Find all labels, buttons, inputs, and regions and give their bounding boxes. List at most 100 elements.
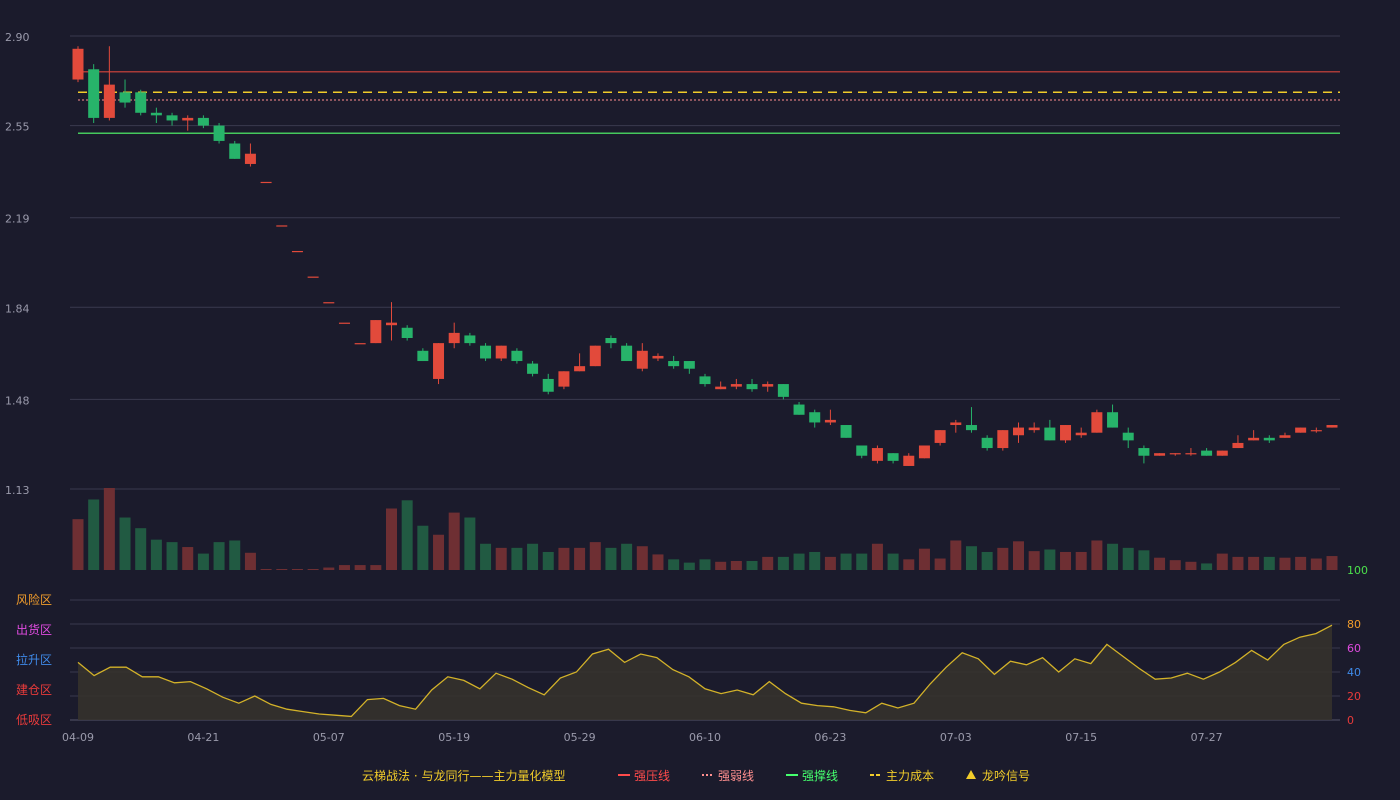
candle: [715, 381, 727, 390]
candle-body: [291, 250, 303, 253]
legend-item: 云梯战法 · 与龙同行——主力量化模型: [362, 769, 565, 783]
candle-body: [871, 448, 883, 461]
volume-bar: [730, 560, 742, 570]
price-axis: 2.90 2.55 2.19 1.84 1.48 1.13: [5, 31, 30, 497]
candle-body: [574, 366, 586, 372]
volume-bar: [511, 547, 523, 570]
volume-bar: [307, 569, 319, 570]
candle-body: [119, 92, 131, 103]
candle-body: [1232, 442, 1244, 449]
candle: [135, 89, 147, 116]
volume-bar: [589, 542, 601, 570]
volume-axis-label: 100: [1347, 564, 1368, 577]
volume-bar: [1013, 541, 1024, 570]
volume-bar: [1216, 553, 1228, 570]
candle-body: [1091, 412, 1103, 433]
candle-body: [511, 350, 523, 362]
x-tick-label: 05-29: [564, 731, 596, 744]
candle: [809, 409, 821, 428]
candle-body: [887, 453, 899, 461]
candle: [871, 445, 883, 464]
x-tick-label: 04-09: [62, 731, 94, 744]
candle-body: [621, 345, 633, 362]
candle: [965, 407, 977, 433]
price-tick-label: 1.13: [5, 484, 30, 497]
volume-bar: [715, 561, 727, 570]
candle: [323, 302, 335, 304]
candle-body: [197, 117, 209, 126]
volume-bar: [1279, 557, 1291, 570]
volume-bar: [401, 500, 413, 570]
volume-bar: [997, 547, 1009, 570]
candle-body: [370, 320, 382, 344]
zone-label: 风险区: [16, 592, 52, 607]
volume-bar: [448, 512, 460, 570]
volume-bar: [1154, 557, 1166, 570]
x-tick-label: 06-23: [814, 731, 846, 744]
legend-label: 强弱线: [718, 769, 754, 783]
legend-title: 云梯战法 · 与龙同行——主力量化模型: [362, 769, 565, 783]
candle-body: [824, 419, 836, 423]
candle-body: [1122, 432, 1134, 441]
candlesticks: [72, 46, 1338, 466]
candle: [558, 371, 570, 390]
candle: [433, 343, 445, 385]
candle: [1028, 422, 1040, 433]
volume-bar: [354, 565, 366, 570]
volume-bar: [965, 546, 977, 570]
legend-item: 主力成本: [870, 769, 934, 783]
candle-body: [1185, 453, 1197, 455]
candle-body: [558, 371, 570, 387]
volume-bar: [762, 556, 774, 570]
volume-bar: [1185, 561, 1197, 570]
volume-bar: [119, 517, 131, 570]
candle-body: [386, 322, 397, 326]
oscillator-area: [78, 625, 1332, 720]
candle-body: [809, 412, 821, 423]
candle-body: [1138, 448, 1150, 456]
volume-bar: [1122, 547, 1134, 570]
candle-body: [652, 355, 664, 359]
volume-bar: [824, 556, 836, 570]
x-tick-label: 07-15: [1065, 731, 1097, 744]
candle: [150, 107, 162, 124]
volume-bar: [276, 569, 288, 570]
candle: [1138, 445, 1150, 464]
candle: [981, 435, 993, 451]
candle: [918, 445, 930, 459]
candle-body: [699, 376, 711, 385]
candle: [668, 355, 680, 369]
volume-bar: [166, 542, 178, 570]
volume-bar: [1075, 551, 1087, 570]
legend-label: 龙吟信号: [982, 768, 1030, 783]
candle-body: [1044, 427, 1056, 441]
zone-label: 低吸区: [16, 713, 52, 727]
candle: [1279, 432, 1291, 438]
price-tick-label: 2.55: [5, 121, 30, 134]
candle-body: [1310, 430, 1322, 432]
candle: [1169, 453, 1181, 456]
volume-bar: [1201, 563, 1213, 570]
zone-label: 拉升区: [16, 652, 52, 667]
legend: 云梯战法 · 与龙同行——主力量化模型 强压线 强弱线 强撑线 主力成本 龙吟信号: [362, 768, 1030, 783]
oscillator-tick-label: 20: [1347, 690, 1361, 703]
candle-body: [260, 181, 272, 184]
candle: [1326, 425, 1338, 428]
candle: [276, 225, 288, 227]
oscillator-tick-label: 40: [1347, 666, 1361, 679]
candle: [401, 325, 413, 341]
volume-bar: [558, 547, 570, 570]
candle: [730, 378, 742, 390]
candle-body: [856, 445, 868, 456]
candle: [1216, 450, 1228, 456]
volume-bar: [213, 542, 225, 570]
candle-body: [981, 437, 993, 449]
candle-body: [480, 345, 492, 359]
candle: [1263, 435, 1275, 443]
volume-bar: [652, 554, 664, 570]
volume-bar: [777, 556, 789, 570]
candle-body: [1028, 427, 1040, 431]
volume-bar: [1310, 558, 1322, 570]
volume-bar: [72, 519, 84, 570]
